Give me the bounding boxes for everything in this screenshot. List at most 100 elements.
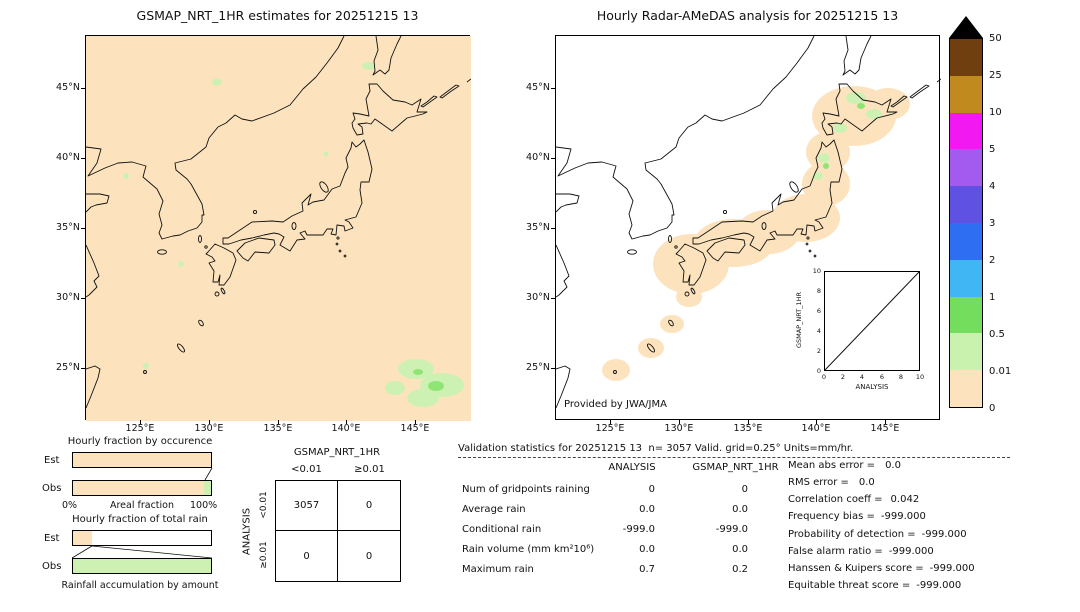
right-lat-tick-30n: 30°N (526, 292, 550, 303)
left-lon-tick-140e: 140°E (331, 423, 361, 434)
colorbar-segment (950, 39, 982, 76)
axis-tick (81, 368, 85, 369)
axis-tick (209, 420, 210, 424)
axis-tick (81, 228, 85, 229)
right-map-title: Hourly Radar-AMeDAS analysis for 2025121… (596, 8, 899, 23)
contingency-table: 3057 0 0 0 (275, 480, 401, 582)
left-map-canvas (85, 35, 472, 421)
colorbar-label-10: 10 (989, 107, 1002, 118)
left-map-title: GSMAP_NRT_1HR estimates for 20251215 13 (136, 8, 419, 23)
inset-ytick: 10 (812, 267, 821, 275)
inset-xtick: 0 (821, 373, 827, 381)
stats-row-analysis-value: 0.0 (639, 504, 655, 515)
colorbar-label-4: 4 (989, 181, 996, 192)
right-map-lightrain-blobs (813, 92, 882, 180)
inset-xtick: 10 (915, 373, 925, 381)
axis-tick (551, 228, 555, 229)
score-frequency-bias: Frequency bias = -999.000 (788, 511, 926, 522)
score-pod: Probability of detection = -999.000 (788, 529, 967, 540)
colorbar-segment (950, 370, 982, 407)
colorbar-label-25: 25 (989, 70, 1002, 81)
left-map-rain-blobs (413, 369, 444, 391)
left-lat-tick-35n: 35°N (56, 222, 80, 233)
colorbar-segment (950, 75, 982, 113)
colorbar-label-05: 0.5 (989, 329, 1005, 340)
total-est-lowclass-segment (73, 531, 93, 545)
coastlines (85, 35, 472, 409)
axis-tick (748, 420, 749, 424)
total-rain-fraction-title: Hourly fraction of total rain (72, 514, 208, 525)
contingency-row-label-ge001: ≥0.01 (259, 541, 269, 569)
stats-row-label: Num of gridpoints raining (462, 484, 590, 495)
right-lon-tick-130e: 130°E (664, 423, 694, 434)
inset-canvas (824, 271, 920, 371)
stats-row-analysis-value: 0.7 (639, 564, 655, 575)
stats-row-label: Conditional rain (462, 524, 542, 535)
right-lat-tick-40n: 40°N (526, 152, 550, 163)
axis-tick (679, 420, 680, 424)
left-lon-tick-145e: 145°E (400, 423, 430, 434)
right-map-canvas (555, 35, 942, 409)
inset-xtick: 6 (879, 373, 885, 381)
right-map: 0 2 4 6 8 10 0 2 4 6 8 10 ANALYSIS GSMAP… (555, 35, 942, 420)
occurrence-obs-bar (72, 480, 212, 496)
inset-scatter-plot (824, 271, 920, 371)
stats-row-analysis-value: -999.0 (622, 524, 655, 535)
stats-row-analysis-value: 0 (648, 484, 655, 495)
total-obs-bar (72, 558, 212, 574)
contingency-cell: 0 (276, 531, 338, 581)
colorbar-segment (950, 222, 982, 260)
left-map-lightrain-blobs (123, 62, 464, 407)
inset-ylabel: GSMAP_NRT_1HR (795, 291, 803, 349)
total-est-label: Est (44, 533, 60, 544)
axis-tick (278, 420, 279, 424)
occurrence-est-label: Est (44, 455, 60, 466)
colorbar-label-0: 0 (989, 403, 996, 414)
occurrence-est-bar (72, 452, 212, 468)
score-rms-error: RMS error = 0.0 (788, 477, 875, 488)
axis-tick (551, 298, 555, 299)
inset-xtick: 4 (859, 373, 865, 381)
axis-tick (551, 158, 555, 159)
areal-fraction-min: 0% (62, 500, 78, 511)
stats-row-label: Rain volume (mm km²10⁶) (462, 544, 595, 555)
occurrence-est-norain-segment (73, 453, 211, 467)
inset-xtick: 8 (898, 373, 904, 381)
contingency-cell: 0 (338, 481, 400, 531)
score-equitable-threat: Equitable threat score = -999.000 (788, 580, 962, 591)
stats-row-analysis-value: 0.0 (639, 544, 655, 555)
contingency-side-label: ANALYSIS (241, 507, 253, 556)
total-obs-label: Obs (42, 561, 62, 572)
contingency-col-label-lt001: <0.01 (291, 464, 322, 475)
contingency-title: GSMAP_NRT_1HR (293, 447, 381, 458)
axis-tick (81, 158, 85, 159)
colorbar-segment (950, 112, 982, 150)
occurrence-obs-norain-segment (73, 481, 205, 495)
occurrence-obs-label: Obs (42, 483, 62, 494)
axis-tick (885, 420, 886, 424)
axis-tick (551, 88, 555, 89)
left-lat-tick-40n: 40°N (56, 152, 80, 163)
right-lon-tick-135e: 135°E (733, 423, 763, 434)
score-hanssen-kuipers: Hanssen & Kuipers score = -999.000 (788, 563, 975, 574)
left-map-norain-field (86, 36, 471, 421)
colorbar-segment (950, 186, 982, 223)
axis-tick (81, 298, 85, 299)
inset-xlabel: ANALYSIS (855, 383, 889, 391)
contingency-cell: 3057 (276, 481, 338, 531)
right-lat-tick-45n: 45°N (526, 82, 550, 93)
colorbar (949, 38, 983, 408)
axis-tick (551, 368, 555, 369)
axis-tick (81, 88, 85, 89)
stats-row-gsmap-value: -999.0 (715, 524, 748, 535)
stats-title: Validation statistics for 20251215 13 n=… (458, 443, 854, 454)
occurrence-fraction-title: Hourly fraction by occurence (67, 436, 213, 447)
right-lat-tick-35n: 35°N (526, 222, 550, 233)
colorbar-segment (950, 149, 982, 187)
contingency-row-label-lt001: <0.01 (259, 491, 269, 519)
stats-row-gsmap-value: 0 (741, 484, 748, 495)
stats-col-analysis: ANALYSIS (608, 462, 656, 473)
total-est-bar (72, 530, 212, 546)
colorbar-label-50: 50 (989, 33, 1002, 44)
inset-ytick: 8 (816, 287, 821, 295)
